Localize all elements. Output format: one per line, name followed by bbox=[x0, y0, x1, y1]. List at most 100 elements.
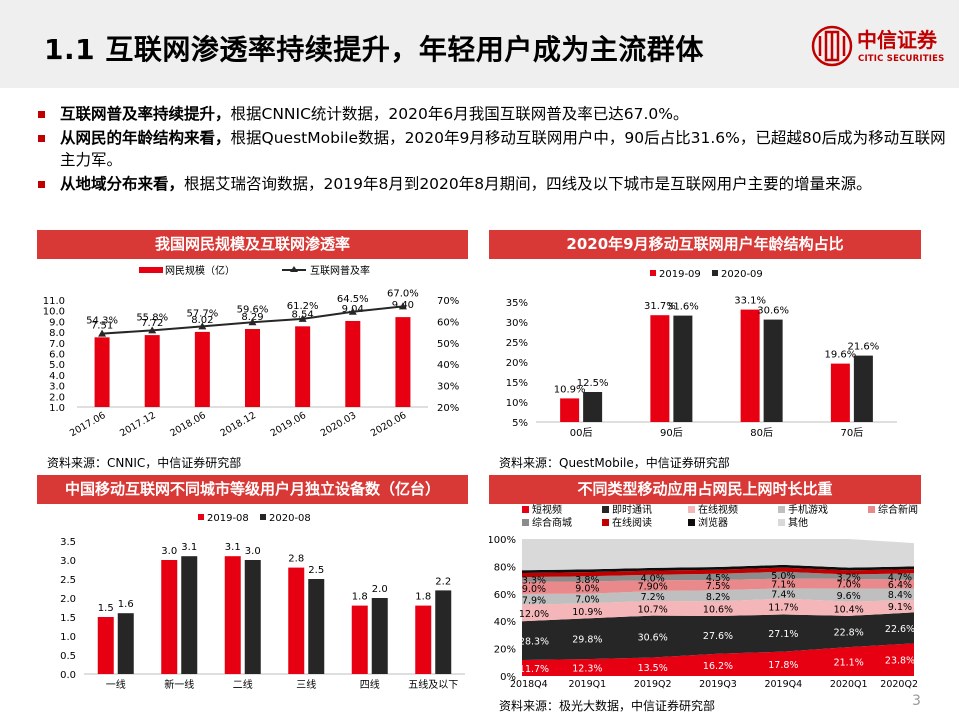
legend-swatch bbox=[260, 514, 266, 520]
bar bbox=[194, 331, 210, 407]
bullet-list: 互联网普及率持续提升，根据CNNIC统计数据，2020年6月我国互联网普及率已达… bbox=[36, 103, 946, 197]
area-value-label: 4.0% bbox=[641, 573, 665, 584]
bar-value-label: 8.29 bbox=[241, 312, 263, 323]
y-tick-label: 15% bbox=[506, 378, 528, 389]
bullet-text: 根据艾瑞咨询数据，2019年8月到2020年8月期间，四线及以下城市是互联网用户… bbox=[184, 175, 872, 193]
line-marker bbox=[98, 329, 107, 337]
logo-name-cn: 中信证券 bbox=[857, 28, 937, 52]
y2-tick-label: 20% bbox=[437, 403, 459, 414]
legend-marker bbox=[290, 266, 298, 272]
y2-tick-label: 70% bbox=[437, 296, 459, 307]
line-marker bbox=[298, 314, 307, 322]
legend-swatch bbox=[139, 267, 163, 273]
area-value-label: 7.4% bbox=[771, 589, 795, 600]
x-tick-label: 2018Q4 bbox=[510, 679, 548, 690]
area-band bbox=[522, 564, 914, 573]
bar-value-label: 31.6% bbox=[667, 302, 699, 313]
legend-swatch bbox=[602, 519, 609, 526]
legend-swatch bbox=[688, 519, 695, 526]
y-tick-label: 60% bbox=[494, 590, 516, 601]
bar bbox=[583, 392, 603, 422]
chart2-source: 资料来源：QuestMobile，中信证券研究部 bbox=[499, 456, 730, 470]
bullet-bold: 从地域分布来看， bbox=[60, 175, 185, 193]
bar-value-label: 8.02 bbox=[191, 315, 213, 326]
area-value-label: 6.4% bbox=[888, 580, 912, 591]
bar bbox=[351, 605, 368, 674]
legend-swatch bbox=[778, 519, 785, 526]
x-tick-label: 2020Q2 bbox=[880, 679, 918, 690]
bullet-text: 根据QuestMobile数据，2020年9月移动互联网用户中，90后占比31.… bbox=[60, 129, 946, 169]
area-band bbox=[522, 578, 914, 594]
bullet-bold: 从网民的年龄结构来看， bbox=[60, 129, 231, 147]
legend-swatch bbox=[198, 514, 204, 520]
x-tick-label: 2019Q2 bbox=[634, 679, 672, 690]
line-marker bbox=[248, 318, 257, 326]
bar-value-label: 10.9% bbox=[554, 384, 586, 395]
chart4-source: 资料来源：极光大数据，中信证券研究部 bbox=[499, 699, 716, 713]
area-value-label: 9.6% bbox=[837, 591, 861, 602]
legend-swatch bbox=[650, 270, 656, 276]
company-logo: 中信证券 CITIC SECURITIES bbox=[811, 24, 944, 72]
area-value-label: 23.8% bbox=[885, 656, 915, 667]
line-value-label: 54.3% bbox=[86, 316, 118, 327]
area-value-label: 30.6% bbox=[638, 633, 668, 644]
chart3-title: 中国移动互联网不同城市等级用户月独立设备数（亿台） bbox=[37, 475, 468, 504]
y-tick-label: 2.0 bbox=[60, 594, 76, 605]
area-value-label: 3.3% bbox=[522, 575, 546, 586]
area-value-label: 11.7% bbox=[519, 664, 549, 675]
bar bbox=[435, 590, 452, 674]
x-tick-label: 五线及以下 bbox=[408, 678, 458, 691]
area-band bbox=[522, 567, 914, 578]
legend-swatch bbox=[602, 506, 609, 513]
area-value-label: 9.0% bbox=[522, 584, 546, 595]
legend-label: 综合商城 bbox=[532, 516, 572, 529]
chart-internet-users: 网民规模（亿） 互联网普及率11.010.09.08.07.06.05.04.03… bbox=[43, 264, 460, 439]
y-tick-label: 1.0 bbox=[60, 632, 76, 643]
area-value-label: 7.1% bbox=[771, 579, 795, 590]
bullet-bold: 互联网普及率持续提升， bbox=[60, 105, 231, 123]
area-value-label: 4.7% bbox=[888, 572, 912, 583]
area-value-label: 29.8% bbox=[572, 635, 602, 646]
legend-label: 综合新闻 bbox=[878, 504, 918, 516]
area-value-label: 17.8% bbox=[768, 660, 798, 671]
area-value-label: 27.1% bbox=[768, 629, 798, 640]
bar bbox=[415, 605, 432, 674]
area-value-label: 9.1% bbox=[888, 602, 912, 613]
legend-swatch bbox=[712, 270, 718, 276]
bar bbox=[308, 579, 325, 674]
y-tick-label: 3.0 bbox=[49, 382, 65, 393]
legend-label: 即时通讯 bbox=[612, 504, 652, 516]
area-value-label: 7.0% bbox=[837, 580, 861, 591]
x-tick-label: 2019Q3 bbox=[699, 679, 737, 690]
line-marker bbox=[398, 302, 407, 310]
chart2-title: 2020年9月移动互联网用户年龄结构占比 bbox=[489, 230, 921, 259]
area-band bbox=[522, 612, 914, 660]
bar-value-label: 2.0 bbox=[372, 584, 388, 595]
area-value-label: 8.4% bbox=[888, 590, 912, 601]
bar-value-label: 7.51 bbox=[91, 320, 113, 331]
area-value-label: 11.7% bbox=[768, 602, 798, 613]
y-tick-label: 2.0 bbox=[49, 392, 65, 403]
x-tick-label: 2020.06 bbox=[369, 410, 409, 439]
x-tick-label: 2020Q1 bbox=[830, 679, 868, 690]
area-band bbox=[522, 643, 914, 676]
legend-label: 其他 bbox=[788, 516, 808, 529]
y-tick-label: 4.0 bbox=[49, 371, 65, 382]
area-value-label: 10.4% bbox=[834, 605, 864, 616]
y-tick-label: 20% bbox=[494, 645, 516, 656]
legend-label: 2019-08 bbox=[207, 513, 249, 524]
legend-label: 在线阅读 bbox=[612, 516, 652, 529]
legend-label: 在线视频 bbox=[698, 504, 738, 516]
y-tick-label: 25% bbox=[506, 338, 528, 349]
line-value-label: 61.2% bbox=[287, 301, 319, 312]
bar-value-label: 1.6 bbox=[118, 599, 134, 610]
area-value-label: 27.6% bbox=[703, 631, 733, 642]
bar-value-label: 1.8 bbox=[352, 592, 368, 603]
chart1-source: 资料来源：CNNIC，中信证券研究部 bbox=[47, 456, 242, 470]
bar bbox=[181, 556, 198, 674]
y-tick-label: 20% bbox=[506, 358, 528, 369]
legend-label: 手机游戏 bbox=[788, 504, 828, 516]
legend-swatch bbox=[778, 506, 785, 513]
y-tick-label: 2.5 bbox=[60, 575, 76, 586]
area-value-label: 28.3% bbox=[519, 637, 549, 648]
